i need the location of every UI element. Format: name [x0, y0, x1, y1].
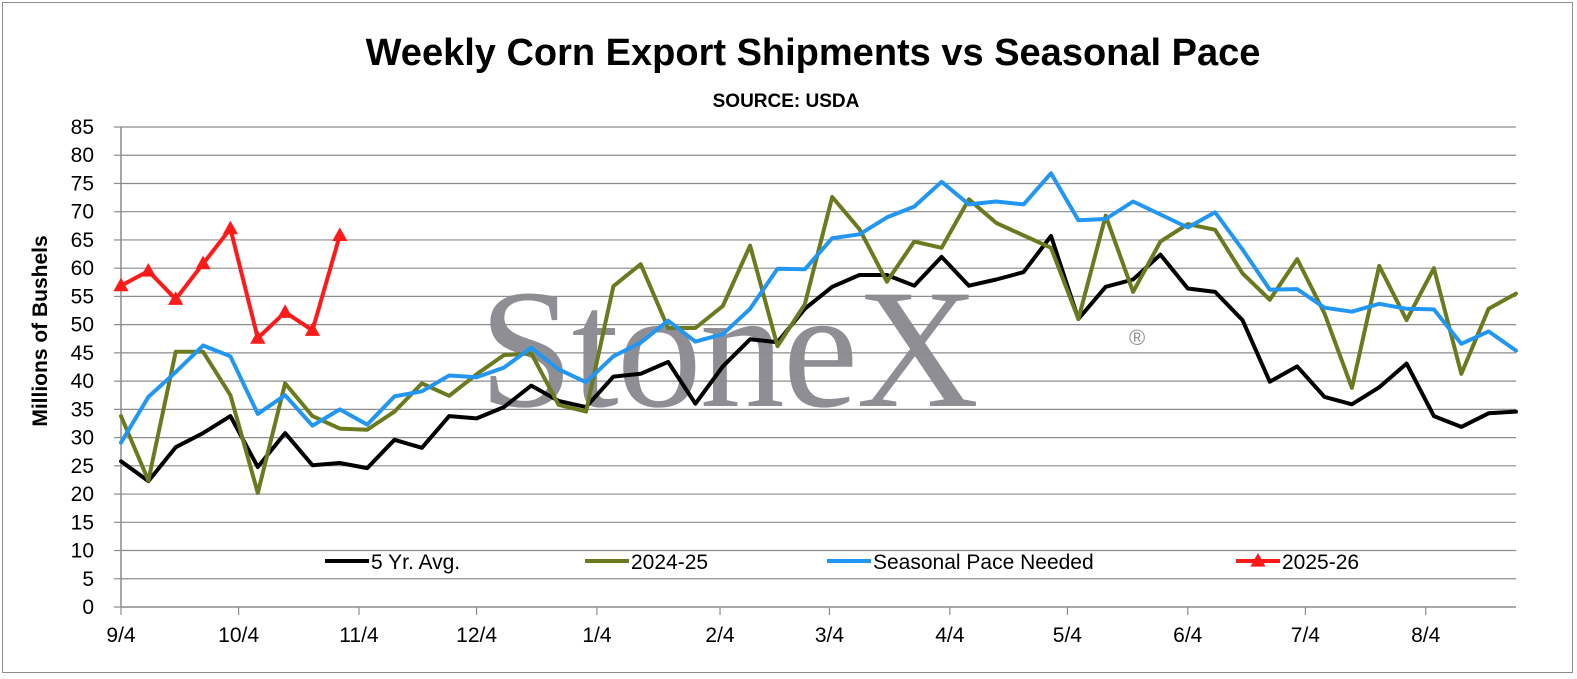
series-line-seasonal-pace-needed — [119, 171, 1518, 445]
x-tick-label: 7/4 — [1291, 624, 1321, 647]
y-tick-label: 30 — [71, 427, 94, 450]
y-tick-label: 0 — [82, 596, 94, 619]
data-point-marker — [277, 304, 293, 318]
x-tick-label: 4/4 — [935, 624, 965, 647]
y-tick-label: 60 — [71, 257, 94, 280]
x-tick-label: 11/4 — [339, 624, 379, 647]
data-point-marker — [332, 227, 348, 242]
chart-subtitle: SOURCE: USDA — [713, 91, 860, 112]
chart-title: Weekly Corn Export Shipments vs Seasonal… — [366, 32, 1261, 74]
series-lines — [113, 171, 1518, 495]
watermark-text: StoneX — [479, 255, 977, 443]
y-tick-label: 45 — [71, 342, 94, 365]
x-tick-label: 12/4 — [456, 624, 497, 647]
x-tick-label: 9/4 — [106, 624, 136, 647]
x-tick-label: 1/4 — [582, 624, 612, 647]
x-tick-label: 10/4 — [218, 624, 259, 647]
axes — [114, 126, 1516, 615]
legend-label: Seasonal Pace Needed — [873, 551, 1094, 574]
y-tick-label: 5 — [82, 568, 94, 591]
legend: 5 Yr. Avg. 2024-25 Seasonal Pace Needed 202… — [325, 551, 1359, 574]
data-point-marker — [304, 322, 321, 336]
y-tick-label: 75 — [71, 172, 94, 195]
y-tick-label: 65 — [71, 229, 94, 252]
y-tick-label: 50 — [71, 314, 94, 337]
y-tick-label: 40 — [71, 370, 94, 393]
x-tick-labels: 9/4 10/4 11/4 12/4 1/4 2/4 3/4 4/4 5/4 6/4 7/4 8/4 — [106, 624, 1440, 647]
data-point-marker — [222, 220, 239, 235]
data-point-marker — [140, 263, 156, 277]
series-line-2025-26 — [119, 226, 342, 341]
y-tick-labels: 0 5 10 15 20 25 30 35 40 45 50 55 60 65 70 75 80 85 — [71, 116, 94, 619]
x-tick-label: 2/4 — [705, 624, 735, 647]
y-axis-label: Millions of Bushels — [29, 235, 52, 426]
y-tick-label: 25 — [71, 455, 94, 478]
y-tick-label: 35 — [71, 398, 94, 421]
y-tick-label: 20 — [71, 483, 94, 506]
legend-label: 2025-26 — [1282, 551, 1359, 574]
y-tick-label: 85 — [71, 116, 94, 139]
legend-label: 2024-25 — [631, 551, 708, 574]
legend-marker — [1250, 553, 1266, 567]
x-tick-label: 5/4 — [1053, 624, 1083, 647]
series-line-2024-25 — [119, 195, 1518, 495]
x-tick-label: 6/4 — [1173, 624, 1203, 647]
gridlines — [121, 126, 1516, 580]
data-point-marker — [168, 291, 184, 305]
y-tick-label: 55 — [71, 285, 94, 308]
x-tick-label: 8/4 — [1411, 624, 1441, 647]
data-point-marker — [195, 255, 211, 270]
data-point-marker — [113, 277, 129, 292]
data-point-marker — [250, 330, 266, 344]
y-tick-label: 10 — [71, 540, 94, 563]
legend-label: 5 Yr. Avg. — [371, 551, 460, 574]
series-line-5-yr-avg — [119, 234, 1518, 484]
y-tick-label: 80 — [71, 144, 94, 167]
y-tick-label: 70 — [71, 201, 94, 224]
x-tick-label: 3/4 — [815, 624, 845, 647]
registered-mark: ® — [1129, 325, 1145, 350]
corn-export-chart: Weekly Corn Export Shipments vs Seasonal… — [29, 32, 1518, 647]
y-tick-label: 15 — [71, 511, 94, 534]
stonex-watermark: StoneX ® — [479, 255, 1145, 443]
